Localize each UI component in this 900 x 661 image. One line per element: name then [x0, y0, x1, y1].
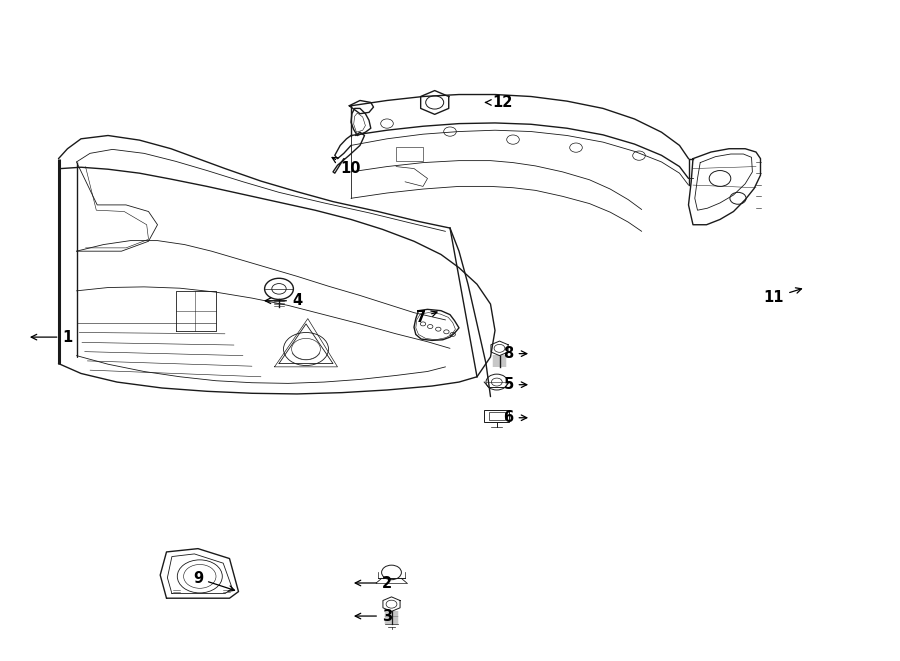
Text: 8: 8 — [503, 346, 526, 361]
Text: 1: 1 — [32, 330, 73, 344]
Bar — [489, 412, 505, 420]
Bar — [396, 147, 423, 161]
Text: 3: 3 — [356, 609, 392, 623]
Text: 12: 12 — [486, 95, 512, 110]
Text: 11: 11 — [764, 288, 802, 305]
Text: 10: 10 — [332, 157, 361, 176]
Bar — [484, 410, 509, 422]
Text: 5: 5 — [503, 377, 526, 392]
Text: 2: 2 — [356, 576, 392, 590]
Text: 7: 7 — [416, 310, 437, 325]
Text: 4: 4 — [266, 293, 302, 308]
Text: 9: 9 — [193, 571, 235, 591]
Text: 6: 6 — [503, 410, 526, 425]
